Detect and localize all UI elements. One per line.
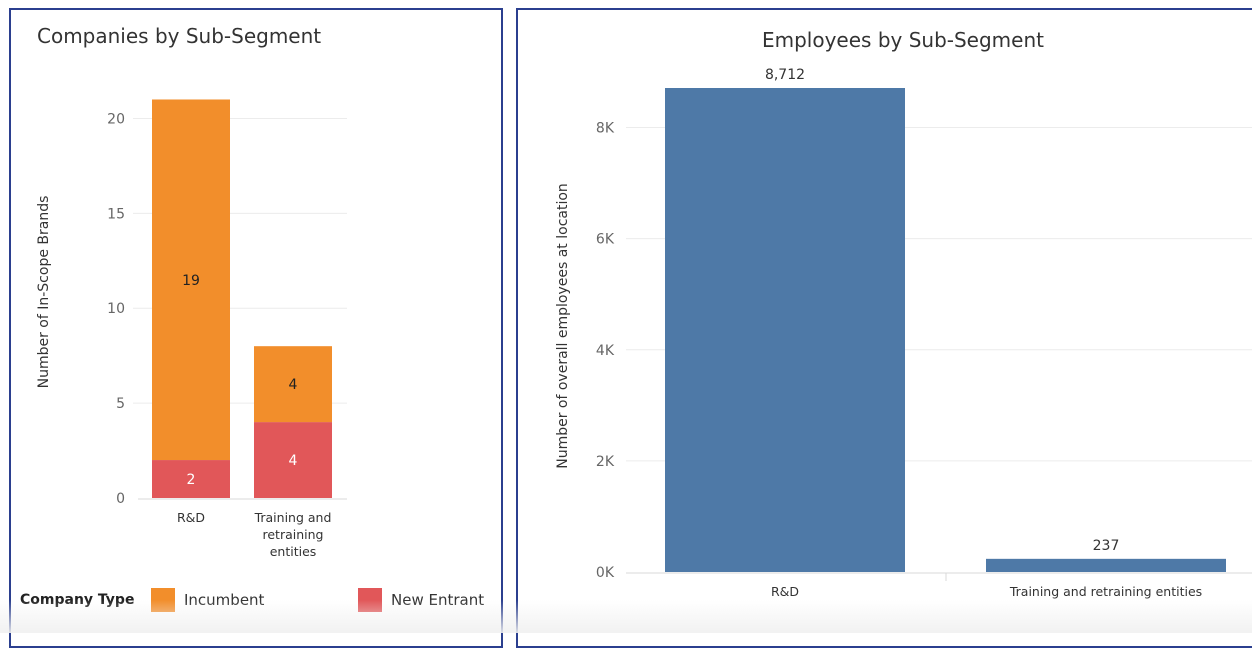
y-tick-label: 8K [596,121,615,137]
x-tick-label: Training and retraining entities [254,510,332,559]
employees-chart: 0K 2K 4K 6K 8K Number of overall employees at… [555,67,1252,599]
legend-label-incumbent: Incumbent [184,591,265,609]
y-tick-label: 2K [596,454,615,470]
y-tick-label: 15 [107,206,125,222]
x-tick-label: R&D [177,510,205,525]
y-tick-label: 20 [107,111,125,127]
bar-incumbent-r-d [152,99,230,461]
companies-chart: 0 5 10 15 20 Number of In-Scope Brands 2 19 R&D 4… [36,99,347,559]
legend-swatch-incumbent [151,588,175,612]
y-tick-label: 10 [107,301,125,317]
legend-swatch-new-entrant [358,588,382,612]
chart-title-companies: Companies by Sub-Segment [37,24,322,48]
data-label-new-entrant: 4 [289,453,298,469]
data-label-new-entrant: 2 [187,472,196,488]
bar-incumbent-training-and [254,346,332,423]
bar-training-and-retraining-entities [986,558,1226,572]
bar-r-d [665,88,905,572]
data-label-incumbent: 19 [182,273,200,289]
data-label-incumbent: 4 [289,377,298,393]
chart-title-employees: Employees by Sub-Segment [761,28,1044,52]
companies-chart-panel: Companies by Sub-Segment 0 5 10 15 20 Number … [9,8,503,648]
y-tick-label: 0K [596,565,615,581]
legend-label-new-entrant: New Entrant [391,591,485,609]
bar-new-entrant-training-and [254,422,332,498]
legend-title: Company Type [20,592,135,608]
legend-company-type: Company Type Incumbent New Entrant [11,588,505,618]
x-tick-label: R&D [771,584,799,599]
y-tick-label: 4K [596,343,615,359]
y-tick-label: 5 [116,396,125,412]
x-tick-label: Training and retraining entities [1009,584,1202,599]
y-axis-title: Number of overall employees at location [555,183,571,469]
y-axis-title: Number of In-Scope Brands [36,196,52,389]
data-label-training-and-retraining-entities: 237 [1093,538,1120,554]
bar-new-entrant-r-d [152,460,230,498]
y-tick-label: 6K [596,232,615,248]
y-tick-label: 0 [116,491,125,507]
employees-chart-panel: Employees by Sub-Segment 0K 2K 4K 6K 8K Numbe… [516,8,1252,648]
data-label-r-d: 8,712 [765,67,805,83]
